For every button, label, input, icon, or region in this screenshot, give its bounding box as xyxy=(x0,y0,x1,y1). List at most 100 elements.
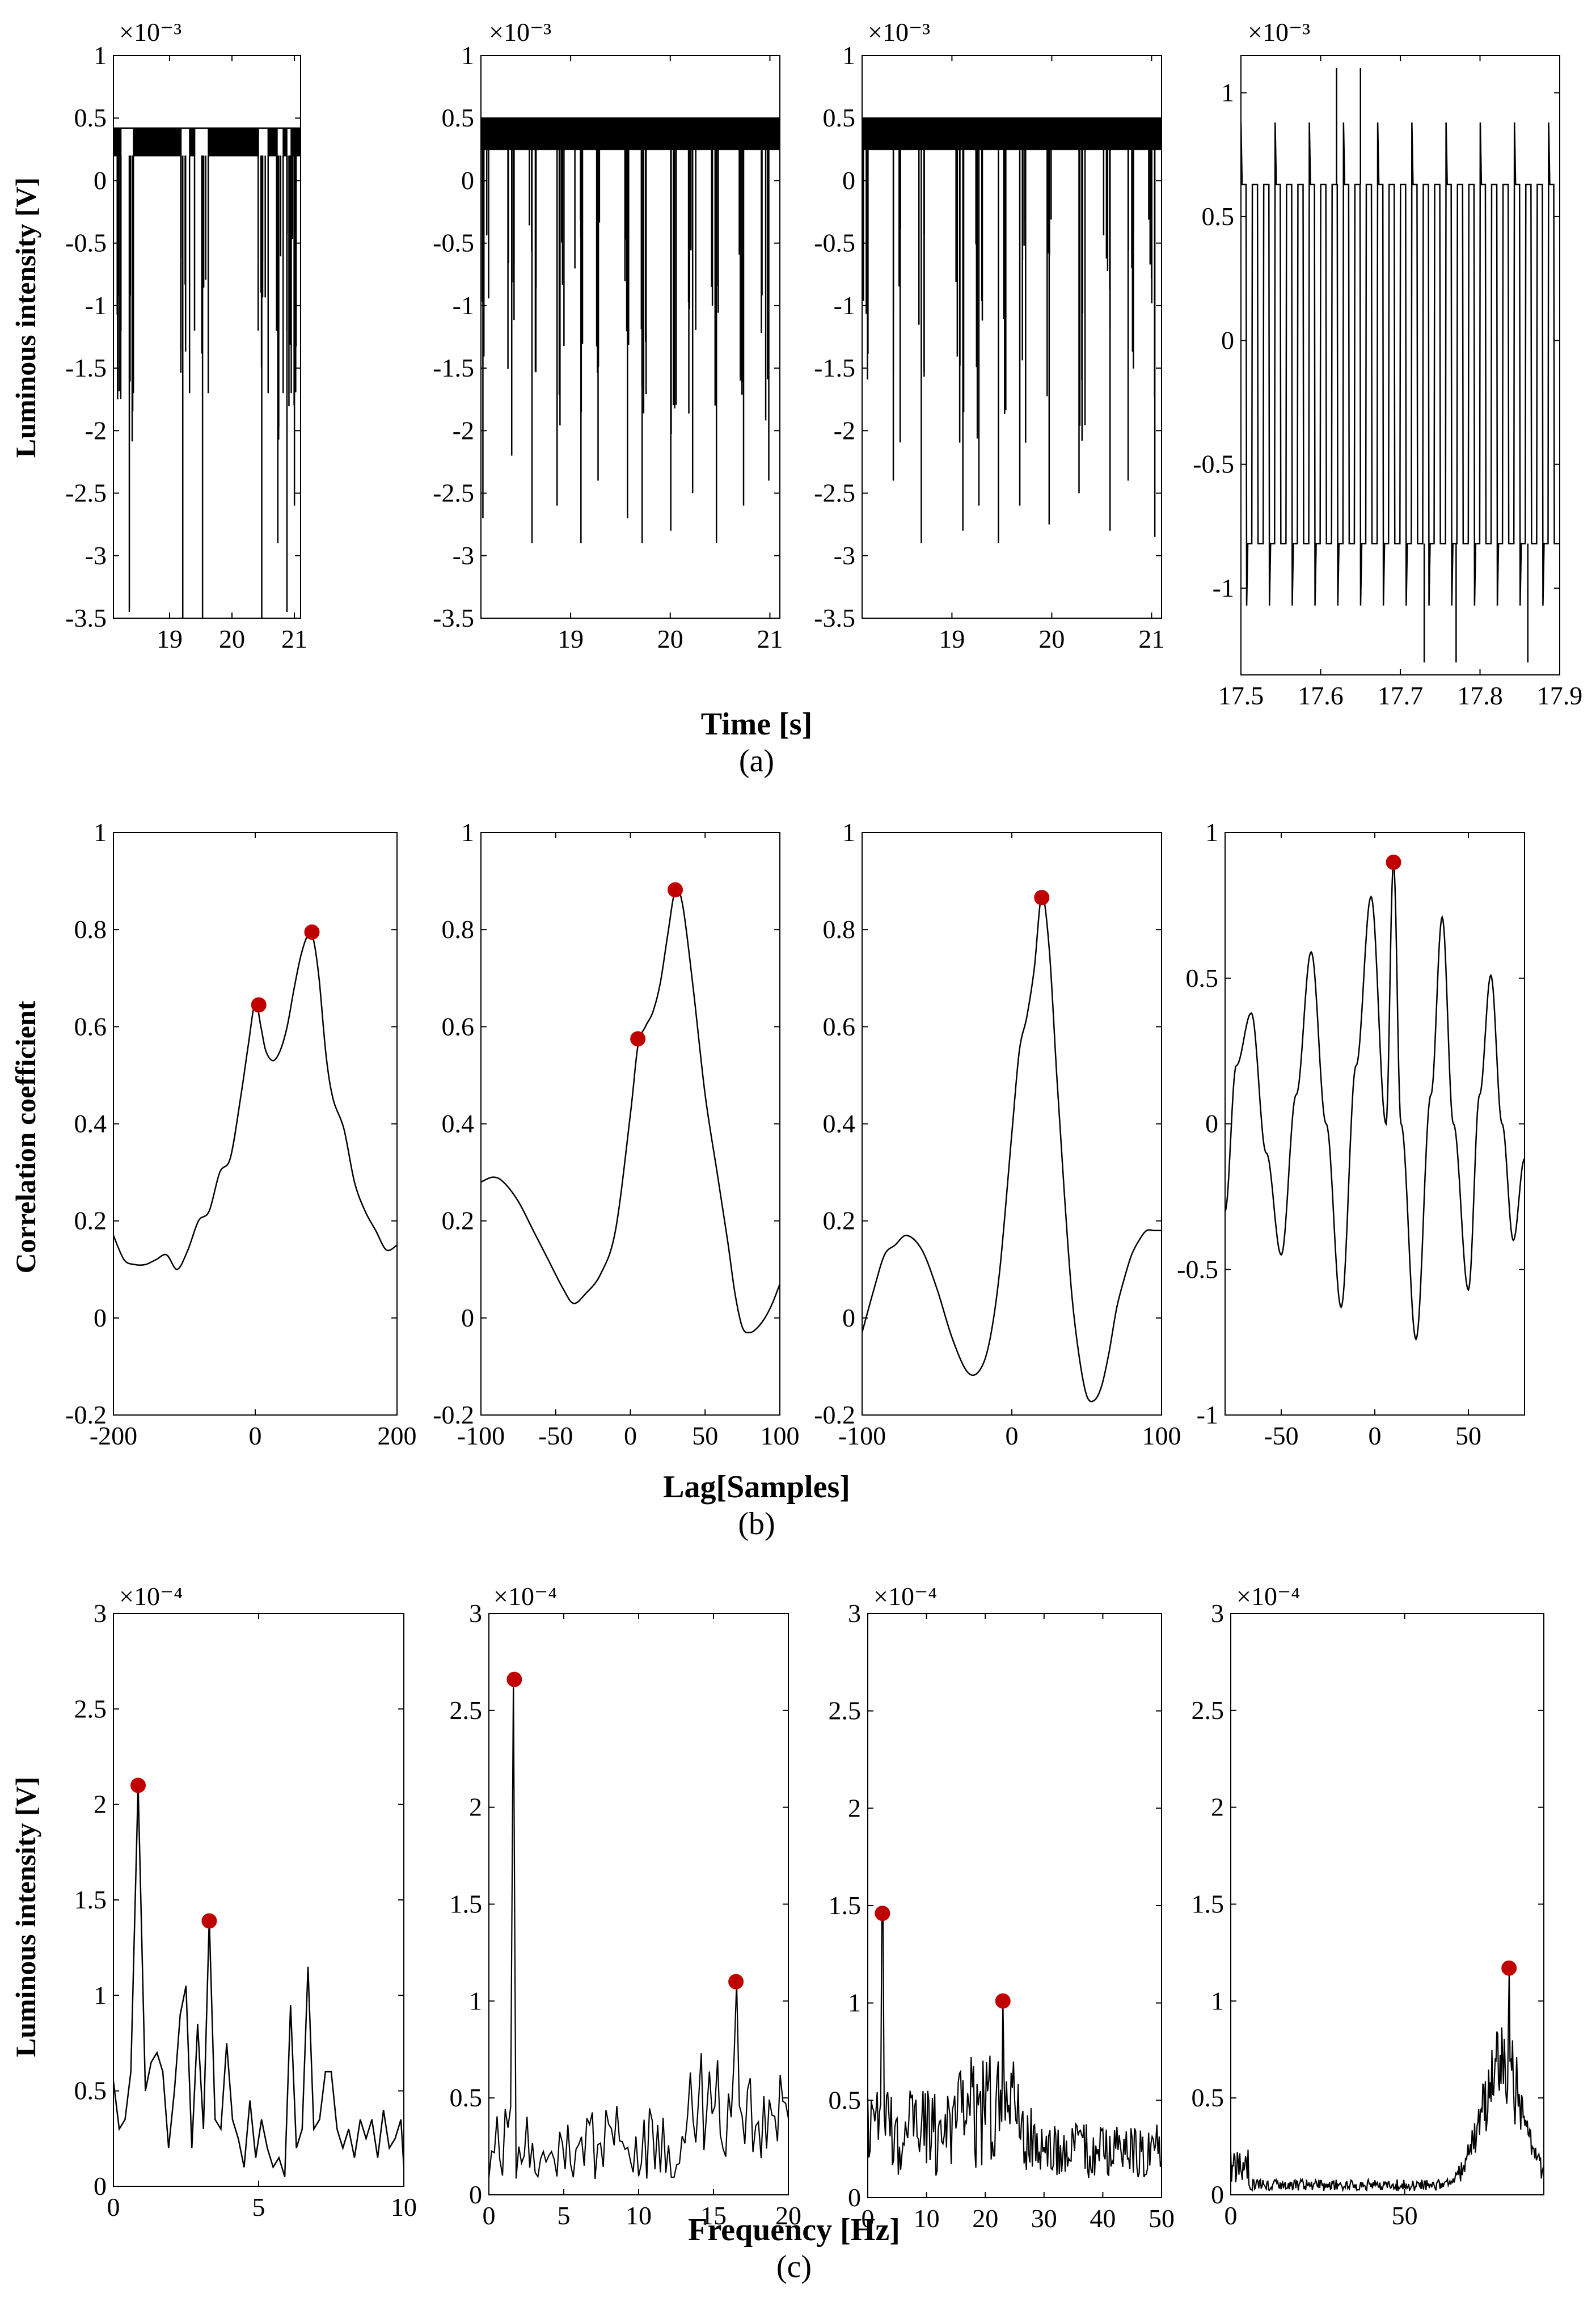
x-tick-label: 19 xyxy=(939,624,965,653)
chart-panel-b3: -0.2 0 0.2 0.4 0.6 0.8 1 -100 0 100 xyxy=(814,818,1181,1450)
x-tick-label: 40 xyxy=(1090,2204,1116,2233)
chart-panel-c2: 0 0.5 1 1.5 2 2.5 3 0 5 10 15 20 ×10⁻⁴ xyxy=(450,1582,802,2230)
x-tick-label: 17.8 xyxy=(1457,681,1503,710)
y-tick-label: 0 xyxy=(1221,326,1234,354)
axis-scale-label: ×10⁻⁴ xyxy=(119,1582,183,1611)
y-tick-label: -2 xyxy=(834,416,855,445)
y-tick-label: 0.6 xyxy=(442,1012,475,1041)
y-tick-label: -2.5 xyxy=(65,479,107,508)
y-tick-label: -2.5 xyxy=(814,479,855,508)
chart-panel-c1: 0 0.5 1 1.5 2 2.5 3 0 5 10 ×10⁻⁴ xyxy=(74,1582,417,2221)
row-a-xlabel: Time [s] xyxy=(701,707,813,742)
row-a-ylabel: Luminous intensity [V] xyxy=(10,178,41,458)
y-tick-label: 2 xyxy=(469,1793,482,1822)
y-tick-label: -2 xyxy=(453,416,474,445)
y-tick-label: 1.5 xyxy=(74,1885,107,1914)
row-a-caption: (a) xyxy=(739,744,774,779)
y-tick-label: -0.5 xyxy=(433,229,474,257)
y-tick-label: -3.5 xyxy=(433,603,474,632)
y-tick-label: 0 xyxy=(842,1303,855,1332)
spectrum-line xyxy=(1231,1968,1544,2193)
correlation-line xyxy=(1225,861,1525,1341)
y-tick-label: 0 xyxy=(469,2180,482,2209)
y-tick-label: -1 xyxy=(453,291,474,320)
y-tick-label: -0.2 xyxy=(65,1400,107,1429)
axis-scale-label: ×10⁻³ xyxy=(119,18,181,47)
y-tick-label: 1.5 xyxy=(450,1890,483,1919)
y-tick-label: 1 xyxy=(1211,1986,1224,2015)
y-tick-label: -1 xyxy=(1213,573,1234,602)
chart-panel-b2: -0.2 0 0.2 0.4 0.6 0.8 1 -100 -50 0 50 100 xyxy=(433,818,799,1450)
y-tick-label: -0.5 xyxy=(1193,450,1234,479)
y-tick-label: 1 xyxy=(1205,818,1218,847)
x-tick-label: 0 xyxy=(249,1421,262,1450)
y-tick-label: 0.5 xyxy=(823,103,856,132)
y-tick-label: -3 xyxy=(85,541,107,570)
correlation-line xyxy=(481,888,780,1334)
y-tick-label: 1 xyxy=(842,818,855,847)
peak-marker xyxy=(1386,854,1401,870)
axes-frame xyxy=(113,55,301,619)
spectrum-line xyxy=(489,1679,788,2180)
y-tick-label: 0.6 xyxy=(823,1012,856,1041)
axis-scale-label: ×10⁻³ xyxy=(868,18,930,47)
y-tick-label: 2.5 xyxy=(829,1696,862,1725)
y-tick-label: 0.5 xyxy=(450,2083,483,2112)
chart-panel-b4: -1 -0.5 0 0.5 1 -50 0 50 xyxy=(1177,818,1525,1450)
y-tick-label: 1.5 xyxy=(1192,1890,1225,1919)
x-tick-label: 20 xyxy=(775,2201,801,2230)
row-c-caption: (c) xyxy=(776,2249,812,2284)
x-tick-label: 50 xyxy=(1455,1421,1481,1450)
y-tick-label: -1 xyxy=(834,291,855,320)
y-tick-label: 0.5 xyxy=(74,2076,107,2105)
chart-panel-b1: -0.2 0 0.2 0.4 0.6 0.8 1 -200 0 200 xyxy=(65,818,416,1450)
chart-panel-c4: 0 0.5 1 1.5 2 2.5 3 0 50 ×10⁻⁴ xyxy=(1192,1582,1544,2230)
spectrum-line xyxy=(868,1912,1162,2178)
x-tick-label: 21 xyxy=(281,624,307,653)
x-tick-label: 0 xyxy=(107,2193,120,2221)
peak-marker xyxy=(995,1993,1011,2009)
chart-panel-a1: -3.5 -3 -2.5 -2 -1.5 -1 -0.5 0 0.5 1 19 20 21 ×10⁻³ xyxy=(65,18,307,653)
y-tick-label: -2.5 xyxy=(433,479,474,508)
x-tick-label: 10 xyxy=(914,2204,940,2233)
row-c-ylabel: Luminous intensity [V] xyxy=(10,1777,41,2058)
x-tick-label: 21 xyxy=(1138,624,1164,653)
y-tick-label: 1.5 xyxy=(829,1891,862,1920)
y-tick-label: -0.2 xyxy=(433,1400,474,1429)
y-tick-label: 1 xyxy=(1221,78,1234,107)
y-tick-label: 0.5 xyxy=(1192,2083,1225,2112)
y-tick-label: 0 xyxy=(461,1303,474,1332)
peak-marker xyxy=(668,882,683,898)
y-tick-label: 2.5 xyxy=(74,1694,107,1723)
y-tick-label: 0.5 xyxy=(1202,202,1235,231)
y-tick-label: -0.5 xyxy=(65,229,107,257)
x-tick-label: 200 xyxy=(378,1421,417,1450)
y-tick-label: 0 xyxy=(848,2183,861,2212)
x-tick-label: 17.5 xyxy=(1218,681,1264,710)
x-tick-label: 50 xyxy=(1392,2201,1418,2230)
x-tick-label: 50 xyxy=(1149,2204,1175,2233)
row-c-xlabel: Frequency [Hz] xyxy=(688,2212,900,2248)
y-tick-label: 0 xyxy=(842,166,855,195)
y-tick-label: 3 xyxy=(469,1599,482,1628)
y-tick-label: 0 xyxy=(1205,1109,1218,1138)
y-tick-label: 2 xyxy=(94,1790,107,1819)
axis-scale-label: ×10⁻⁴ xyxy=(1236,1582,1300,1611)
correlation-line xyxy=(113,932,397,1270)
y-tick-label: -2 xyxy=(85,416,107,445)
axes-frame xyxy=(480,55,780,619)
x-tick-label: 17.9 xyxy=(1537,681,1583,710)
y-tick-label: 3 xyxy=(1211,1599,1224,1628)
y-tick-label: 0.5 xyxy=(829,2085,862,2114)
y-tick-label: 1 xyxy=(94,818,107,847)
y-tick-label: -1.5 xyxy=(433,353,474,382)
y-tick-label: 3 xyxy=(94,1599,107,1628)
peak-marker xyxy=(130,1777,146,1793)
y-tick-label: 1 xyxy=(461,41,474,70)
peak-marker xyxy=(1501,1960,1517,1976)
y-tick-label: 0.8 xyxy=(442,915,475,944)
y-tick-label: -3.5 xyxy=(65,603,107,632)
x-tick-label: 19 xyxy=(558,624,584,653)
y-tick-label: 0.5 xyxy=(74,103,107,132)
y-tick-label: 0.4 xyxy=(74,1109,107,1138)
